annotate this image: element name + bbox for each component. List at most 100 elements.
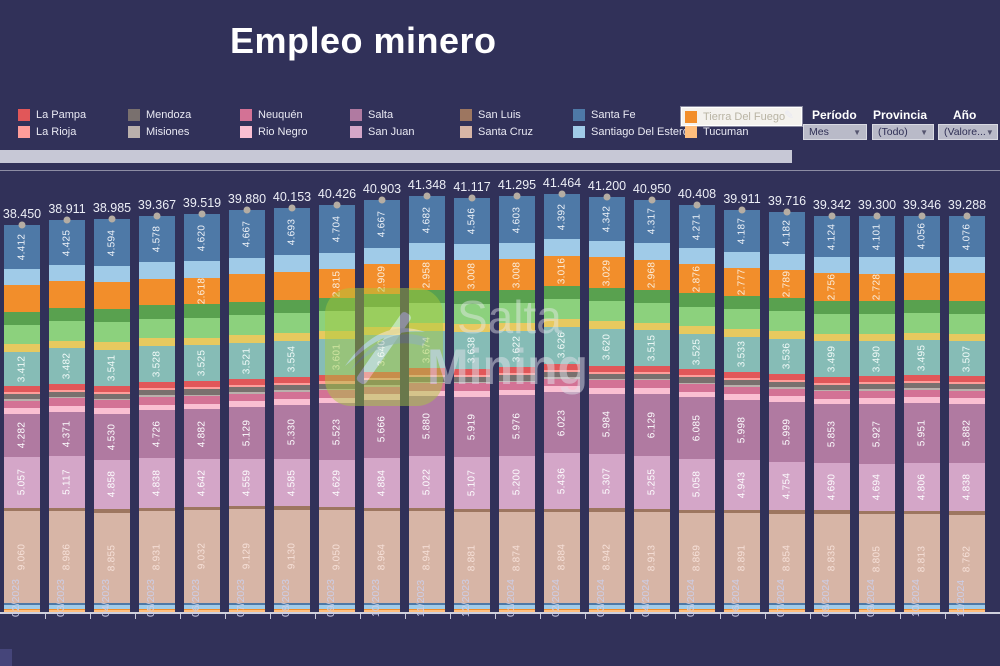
segment-santa-cruz[interactable]: 8.986: [49, 511, 85, 603]
segment-rio-negro[interactable]: [4, 408, 40, 414]
legend-item-santa-fe[interactable]: Santa Fe: [573, 107, 636, 122]
segment-la-rioja[interactable]: [904, 381, 940, 384]
segment-mendoza[interactable]: [409, 376, 445, 382]
bar-03/2023[interactable]: 4.425 3.482 4.371 5.117 8.986: [49, 220, 85, 612]
segment-tucuman[interactable]: [904, 609, 940, 612]
segment-green-band[interactable]: [634, 289, 670, 303]
segment-mendoza[interactable]: [814, 384, 850, 390]
segment-la-pampa[interactable]: [409, 368, 445, 375]
segment-misiones[interactable]: [544, 377, 580, 379]
segment-san-juan[interactable]: 4.838: [949, 462, 985, 512]
segment-teal-band[interactable]: 3.412: [4, 351, 40, 387]
segment-tucuman[interactable]: [364, 609, 400, 612]
segment-san-juan[interactable]: 4.838: [139, 458, 175, 508]
segment-santa-cruz[interactable]: 8.941: [409, 511, 445, 603]
segment-san-juan[interactable]: 4.754: [769, 462, 805, 511]
segment-la-rioja[interactable]: [94, 391, 130, 394]
segment-san-juan[interactable]: 4.806: [904, 462, 940, 511]
segment-steel-blue-top-band[interactable]: 4.704: [319, 204, 355, 253]
segment-green-band[interactable]: [319, 297, 355, 312]
segment-tierra-del-fuego[interactable]: [769, 609, 805, 610]
segment-salta[interactable]: 5.951: [904, 402, 940, 463]
segment-teal-band[interactable]: 3.626: [544, 326, 580, 364]
segment-la-pampa[interactable]: [94, 385, 130, 392]
segment-misiones[interactable]: [949, 389, 985, 391]
segment-tierra-del-fuego[interactable]: [49, 609, 85, 610]
segment-orange-band[interactable]: 2.777: [724, 268, 760, 297]
segment-la-pampa[interactable]: [184, 381, 220, 388]
segment-light-blue-band[interactable]: [724, 252, 760, 269]
segment-santiago-del-estero[interactable]: [679, 605, 715, 610]
segment-yellow-band[interactable]: [409, 323, 445, 331]
segment-light-blue-band[interactable]: [184, 261, 220, 278]
segment-orange-band[interactable]: 2.756: [814, 273, 850, 302]
segment-santiago-del-estero[interactable]: [94, 605, 130, 610]
segment-steel-blue-top-band[interactable]: 4.603: [499, 196, 535, 243]
segment-light-green-band[interactable]: [679, 306, 715, 327]
segment-san-juan[interactable]: 5.200: [499, 456, 535, 509]
bar-12/2023[interactable]: 4.546 3.008 3.638 5.919 5.107 8.881: [454, 197, 490, 612]
segment-tierra-del-fuego[interactable]: [229, 609, 265, 610]
segment-misiones[interactable]: [139, 395, 175, 397]
segment-la-rioja[interactable]: [679, 375, 715, 378]
segment-la-pampa[interactable]: [814, 376, 850, 383]
segment-rio-negro[interactable]: [139, 404, 175, 411]
segment-yellow-band[interactable]: [634, 322, 670, 331]
segment-steel-blue-top-band[interactable]: 4.317: [634, 199, 670, 244]
segment-misiones[interactable]: [364, 385, 400, 387]
segment-tucuman[interactable]: [49, 609, 85, 612]
segment-santa-fe[interactable]: [4, 602, 40, 606]
bar-09/2023[interactable]: 4.704 2.815 3.601 5.523 4.629 9.050: [319, 204, 355, 612]
segment-san-luis[interactable]: [94, 509, 130, 513]
segment-santiago-del-estero[interactable]: [364, 605, 400, 610]
segment-light-green-band[interactable]: [364, 307, 400, 327]
segment-light-green-band[interactable]: [634, 302, 670, 323]
segment-tierra-del-fuego[interactable]: [949, 609, 985, 610]
segment-teal-band[interactable]: 3.620: [589, 328, 625, 366]
segment-la-pampa[interactable]: [544, 363, 580, 370]
segment-yellow-band[interactable]: [499, 322, 535, 331]
segment-rio-negro[interactable]: [769, 396, 805, 402]
segment-tucuman[interactable]: [859, 609, 895, 612]
segment-san-luis[interactable]: [229, 505, 265, 510]
segment-santa-cruz[interactable]: 8.855: [94, 512, 130, 603]
segment-teal-band[interactable]: 3.640: [364, 334, 400, 372]
segment-neuquén[interactable]: [319, 390, 355, 398]
segment-neuquén[interactable]: [814, 391, 850, 399]
segment-neuquén[interactable]: [499, 382, 535, 390]
segment-tierra-del-fuego[interactable]: [499, 609, 535, 610]
segment-light-blue-band[interactable]: [274, 255, 310, 272]
segment-la-pampa[interactable]: [679, 369, 715, 376]
segment-light-green-band[interactable]: [814, 314, 850, 334]
segment-la-pampa[interactable]: [4, 386, 40, 393]
segment-rio-negro[interactable]: [634, 388, 670, 394]
segment-neuquén[interactable]: [49, 398, 85, 406]
segment-santa-fe[interactable]: [949, 602, 985, 606]
segment-yellow-band[interactable]: [184, 337, 220, 346]
segment-light-blue-band[interactable]: [859, 257, 895, 274]
bar-10/2023[interactable]: 4.667 2.909 3.640 5.666 4.884 8.964: [364, 200, 400, 612]
segment-santiago-del-estero[interactable]: [409, 605, 445, 610]
segment-light-blue-band[interactable]: [229, 258, 265, 275]
segment-light-green-band[interactable]: [544, 299, 580, 320]
segment-tucuman[interactable]: [949, 609, 985, 612]
segment-santa-cruz[interactable]: 9.050: [319, 510, 355, 603]
segment-light-green-band[interactable]: [904, 313, 940, 333]
segment-light-green-band[interactable]: [724, 309, 760, 329]
segment-salta[interactable]: 5.999: [769, 401, 805, 463]
legend-item-mendoza[interactable]: Mendoza: [128, 107, 191, 122]
segment-la-pampa[interactable]: [139, 382, 175, 389]
segment-misiones[interactable]: [904, 388, 940, 390]
segment-neuquén[interactable]: [364, 386, 400, 395]
segment-salta[interactable]: 5.523: [319, 403, 355, 460]
segment-tierra-del-fuego[interactable]: [4, 609, 40, 610]
segment-light-green-band[interactable]: [49, 320, 85, 341]
segment-la-rioja[interactable]: [544, 370, 580, 373]
segment-light-green-band[interactable]: [4, 324, 40, 345]
segment-neuquén[interactable]: [184, 396, 220, 404]
segment-san-luis[interactable]: [274, 506, 310, 510]
segment-santa-fe[interactable]: [859, 602, 895, 606]
segment-light-blue-band[interactable]: [769, 254, 805, 271]
segment-steel-blue-top-band[interactable]: 4.342: [589, 197, 625, 242]
segment-la-rioja[interactable]: [49, 389, 85, 392]
